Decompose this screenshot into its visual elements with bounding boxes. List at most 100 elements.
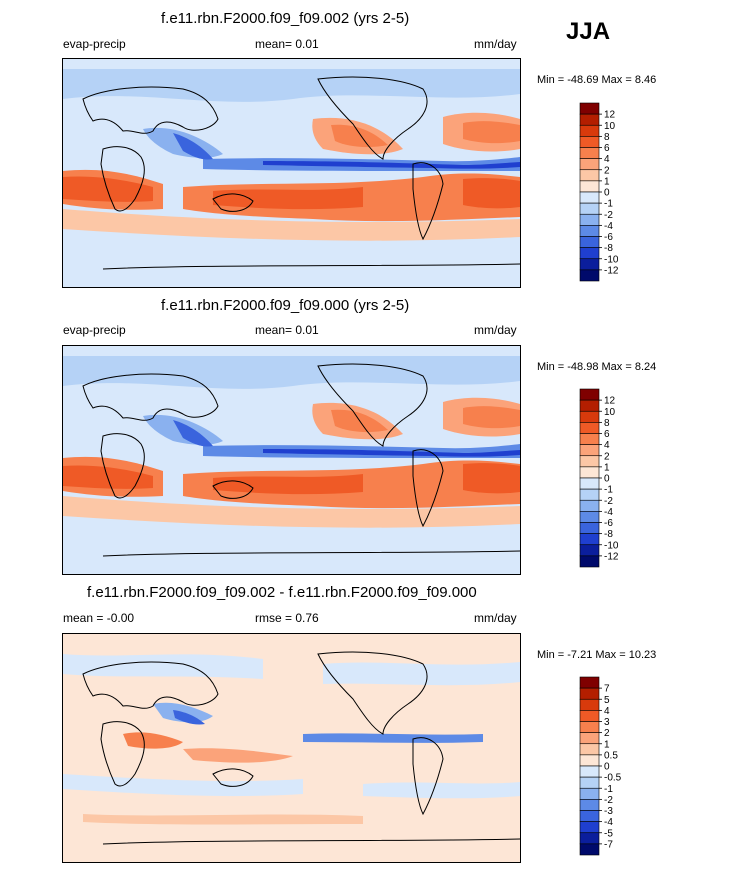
colorbar-swatch [579, 710, 600, 722]
panel-3-minmax: Min = -7.21 Max = 10.23 [537, 649, 657, 661]
colorbar-tick-label: 10 [604, 121, 616, 132]
colorbar-tick-label: -2 [604, 795, 613, 806]
panel-2-mean-label: mean= 0.01 [255, 323, 319, 337]
colorbar-tick-label: 4 [604, 154, 610, 165]
colorbar-swatch [579, 399, 600, 412]
colorbar-swatch [579, 721, 600, 733]
panel-2-title: f.e11.rbn.F2000.f09_f09.000 (yrs 2-5) [161, 297, 410, 314]
panel-1-minmax: Min = -48.69 Max = 8.46 [537, 74, 657, 86]
colorbar-tick-label: -3 [604, 806, 613, 817]
panel-3-map [62, 633, 521, 863]
colorbar-swatch [579, 422, 600, 434]
panel-1-title: f.e11.rbn.F2000.f09_f09.002 (yrs 2-5) [161, 10, 410, 27]
colorbar-tick-label: 2 [604, 451, 610, 462]
colorbar-tick-label: -12 [604, 551, 619, 562]
colorbar-swatch [579, 169, 600, 182]
colorbar-tick-label: 1 [604, 739, 610, 750]
panel-1-field [63, 59, 520, 287]
colorbar-tick-label: 8 [604, 132, 610, 143]
colorbar-tick-label: -7 [604, 839, 613, 850]
colorbar-tick-label: 2 [604, 728, 610, 739]
colorbar-swatch [579, 743, 600, 756]
colorbar-swatch [579, 754, 600, 767]
colorbar-tick-label: 5 [604, 695, 610, 706]
colorbar-swatch [579, 180, 600, 193]
colorbar-swatch [579, 676, 600, 689]
colorbar-tick-label: -4 [604, 817, 613, 828]
colorbar-swatch [579, 698, 600, 711]
colorbar-swatch [579, 124, 600, 137]
colorbar-tick-label: 0 [604, 762, 610, 773]
colorbar-swatch [579, 466, 600, 479]
colorbar-tick-label: -1 [604, 199, 613, 210]
colorbar-tick-label: 0 [604, 474, 610, 485]
colorbar-tick-label: -6 [604, 232, 613, 243]
colorbar-swatch [579, 499, 600, 512]
colorbar-swatch [579, 787, 600, 800]
panel-2-minmax: Min = -48.98 Max = 8.24 [537, 361, 657, 373]
colorbar-swatch [579, 455, 600, 468]
colorbar-swatch [579, 776, 600, 789]
colorbar-swatch [579, 213, 600, 226]
colorbar-tick-label: 1 [604, 462, 610, 473]
colorbar-swatch [579, 102, 600, 115]
colorbar-swatch [579, 147, 600, 159]
colorbar-swatch [579, 799, 600, 811]
colorbar-tick-label: 6 [604, 429, 610, 440]
colorbar-tick-label: 4 [604, 440, 610, 451]
panel-3-units-label: mm/day [474, 611, 517, 625]
colorbar-tick-label: 6 [604, 143, 610, 154]
colorbar-swatch [579, 511, 600, 523]
colorbar-swatch [579, 258, 600, 271]
colorbar-tick-label: -5 [604, 828, 613, 839]
colorbar-tick-label: -0.5 [604, 773, 622, 784]
colorbar-tick-label: -4 [604, 221, 613, 232]
colorbar-tick-label: 10 [604, 407, 616, 418]
colorbar-swatch [579, 843, 600, 856]
panel-2-units-label: mm/day [474, 323, 517, 337]
colorbar-swatch [579, 388, 600, 401]
panel-3-rmse-label: rmse = 0.76 [255, 611, 319, 625]
colorbar-swatch [579, 444, 600, 457]
colorbar-tick-label: -2 [604, 496, 613, 507]
panel-1-variable-label: evap-precip [63, 37, 126, 51]
colorbar-tick-label: -2 [604, 210, 613, 221]
panel-3-colorbar: 7 5 4 3 2 1 0.5 0 -0.5 -1 -2 -3 -4 -5 -7 [579, 676, 640, 856]
panel-1-colorbar: 12 10 8 6 4 2 1 0 -1 -2 -4 -6 -8 -10 -12 [579, 102, 640, 282]
colorbar-tick-label: -1 [604, 485, 613, 496]
colorbar-swatch [579, 236, 600, 248]
colorbar-swatch [579, 765, 600, 778]
colorbar-tick-label: -6 [604, 518, 613, 529]
colorbar-tick-label: -4 [604, 507, 613, 518]
colorbar-swatch [579, 832, 600, 845]
colorbar-tick-label: 3 [604, 717, 610, 728]
colorbar-swatch [579, 544, 600, 557]
panel-1-map [62, 58, 521, 288]
colorbar-swatch [579, 488, 600, 501]
colorbar-tick-label: -8 [604, 529, 613, 540]
colorbar-swatch [579, 247, 600, 260]
colorbar-swatch [579, 810, 600, 822]
colorbar-tick-label: 1 [604, 176, 610, 187]
colorbar-tick-label: 2 [604, 165, 610, 176]
panel-3-mean-label: mean = -0.00 [63, 611, 135, 625]
colorbar-swatch [579, 191, 600, 204]
colorbar-swatch [579, 113, 600, 126]
colorbar-swatch [579, 202, 600, 215]
panel-1-units-label: mm/day [474, 37, 517, 51]
colorbar-swatch [579, 136, 600, 148]
colorbar-tick-label: 0.5 [604, 750, 618, 761]
colorbar-tick-label: 12 [604, 396, 616, 407]
colorbar-swatch [579, 269, 600, 282]
colorbar-swatch [579, 687, 600, 700]
panel-2-field [63, 346, 520, 574]
colorbar-tick-label: -12 [604, 265, 619, 276]
colorbar-tick-label: 4 [604, 706, 610, 717]
season-label: JJA [566, 18, 611, 45]
panel-2-map [62, 345, 521, 575]
panel-2-colorbar: 12 10 8 6 4 2 1 0 -1 -2 -4 -6 -8 -10 -12 [579, 388, 640, 568]
colorbar-tick-label: 0 [604, 188, 610, 199]
colorbar-tick-label: -10 [604, 254, 619, 265]
colorbar-tick-label: -1 [604, 784, 613, 795]
panel-3-field [63, 634, 520, 862]
